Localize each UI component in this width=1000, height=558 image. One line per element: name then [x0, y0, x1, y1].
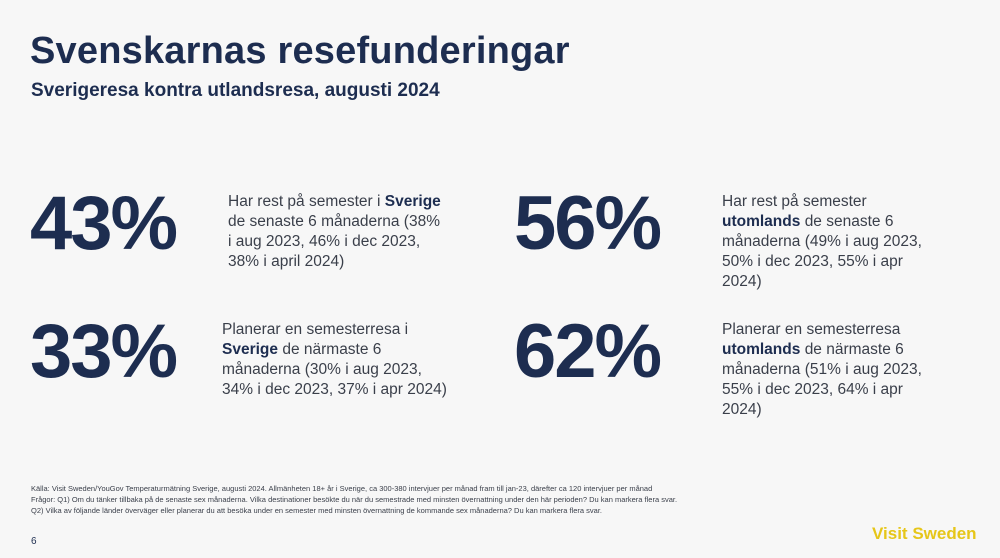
stat-text-post: de senaste 6 månaderna (38% i aug 2023, …: [228, 213, 440, 270]
stat-value-sweden-travelled: 43%: [30, 181, 178, 266]
source-footnote: Källa: Visit Sweden/YouGov Temperaturmät…: [31, 483, 851, 516]
stat-text-post: de senaste 6 månaderna (49% i aug 2023, …: [722, 213, 922, 290]
footnote-question-2: Q2) Vilka av följande länder överväger e…: [31, 506, 603, 515]
page-number: 6: [31, 536, 37, 547]
stat-description-abroad-planning: Planerar en semesterresa utomlands de nä…: [722, 320, 930, 420]
stat-value-abroad-travelled: 56%: [514, 181, 662, 266]
stat-text-post: de närmaste 6 månaderna (30% i aug 2023,…: [222, 341, 447, 398]
stat-description-abroad-travelled: Har rest på semester utomlands de senast…: [722, 192, 930, 292]
stat-highlight: Sverige: [222, 341, 279, 358]
stat-text-pre: Har rest på semester i: [228, 193, 381, 210]
stat-text-pre: Planerar en semesterresa i: [222, 321, 409, 338]
stat-description-sweden-planning: Planerar en semesterresa i Sverige de nä…: [222, 320, 454, 400]
stat-value-sweden-planning: 33%: [30, 309, 178, 394]
stat-text-pre: Planerar en semesterresa: [722, 321, 901, 338]
footnote-question-1: Frågor: Q1) Om du tänker tillbaka på de …: [31, 495, 678, 504]
stat-highlight: utomlands: [722, 341, 801, 358]
stat-value-abroad-planning: 62%: [514, 309, 662, 394]
stat-text-post: de närmaste 6 månaderna (51% i aug 2023,…: [722, 341, 922, 418]
stat-text-pre: Har rest på semester: [722, 193, 867, 210]
footnote-source: Källa: Visit Sweden/YouGov Temperaturmät…: [31, 484, 653, 493]
stat-description-sweden-travelled: Har rest på semester i Sverige de senast…: [228, 192, 443, 272]
visit-sweden-logo: Visit Sweden: [872, 524, 977, 543]
stat-highlight: Sverige: [384, 193, 441, 210]
stat-highlight: utomlands: [722, 213, 801, 230]
page-subtitle: Sverigeresa kontra utlandsresa, augusti …: [31, 80, 440, 101]
page-title: Svenskarnas resefunderingar: [30, 30, 570, 72]
